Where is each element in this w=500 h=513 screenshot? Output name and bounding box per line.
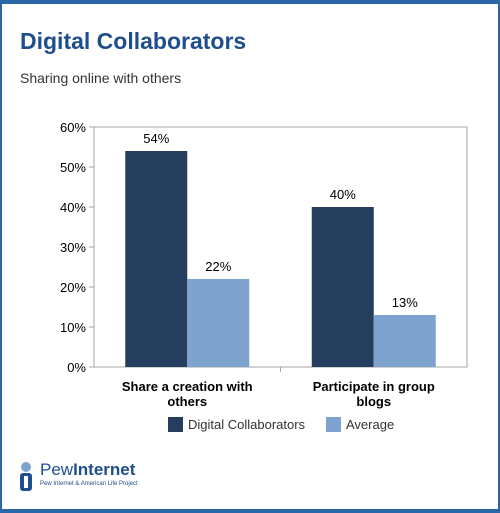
logo-tagline: Pew Internet & American Life Project: [40, 481, 138, 487]
y-tick-label: 30%: [60, 240, 86, 255]
pew-logo-icon: [20, 462, 32, 491]
logo-wordmark: PewInternet: [40, 460, 135, 480]
y-tick-label: 0%: [67, 360, 86, 375]
legend-label: Digital Collaborators: [188, 417, 306, 432]
data-label: 22%: [205, 259, 231, 274]
x-category-label: others: [167, 394, 207, 409]
bar: [125, 151, 188, 367]
data-label: 54%: [143, 131, 169, 146]
legend-swatch: [168, 417, 183, 432]
x-category-label: Participate in group: [313, 379, 435, 394]
plot-area: 0% 10% 20% 30% 40% 50% 60% 54% 22% Share a creati…: [60, 120, 468, 432]
pew-internet-logo: PewInternet Pew Internet & American Life…: [16, 460, 156, 494]
legend-label: Average: [346, 417, 394, 432]
bar-chart: 0% 10% 20% 30% 40% 50% 60% 54% 22% Share a creati…: [60, 120, 468, 432]
logo-name-part1: Pew: [40, 460, 74, 479]
y-tick-label: 40%: [60, 200, 86, 215]
chart-title: Digital Collaborators: [20, 28, 247, 54]
data-label: 40%: [330, 187, 356, 202]
chart-subtitle: Sharing online with others: [20, 70, 182, 86]
bar: [187, 279, 250, 367]
y-tick-label: 20%: [60, 280, 86, 295]
legend-swatch: [326, 417, 341, 432]
data-label: 13%: [392, 295, 418, 310]
x-category-label: Share a creation with: [122, 379, 253, 394]
bar: [373, 315, 436, 367]
x-category-label: blogs: [356, 394, 391, 409]
y-tick-label: 50%: [60, 160, 86, 175]
y-tick-label: 10%: [60, 320, 86, 335]
logo-name-part2: Internet: [73, 460, 136, 479]
y-tick-label: 60%: [60, 120, 86, 135]
bar: [311, 207, 374, 367]
